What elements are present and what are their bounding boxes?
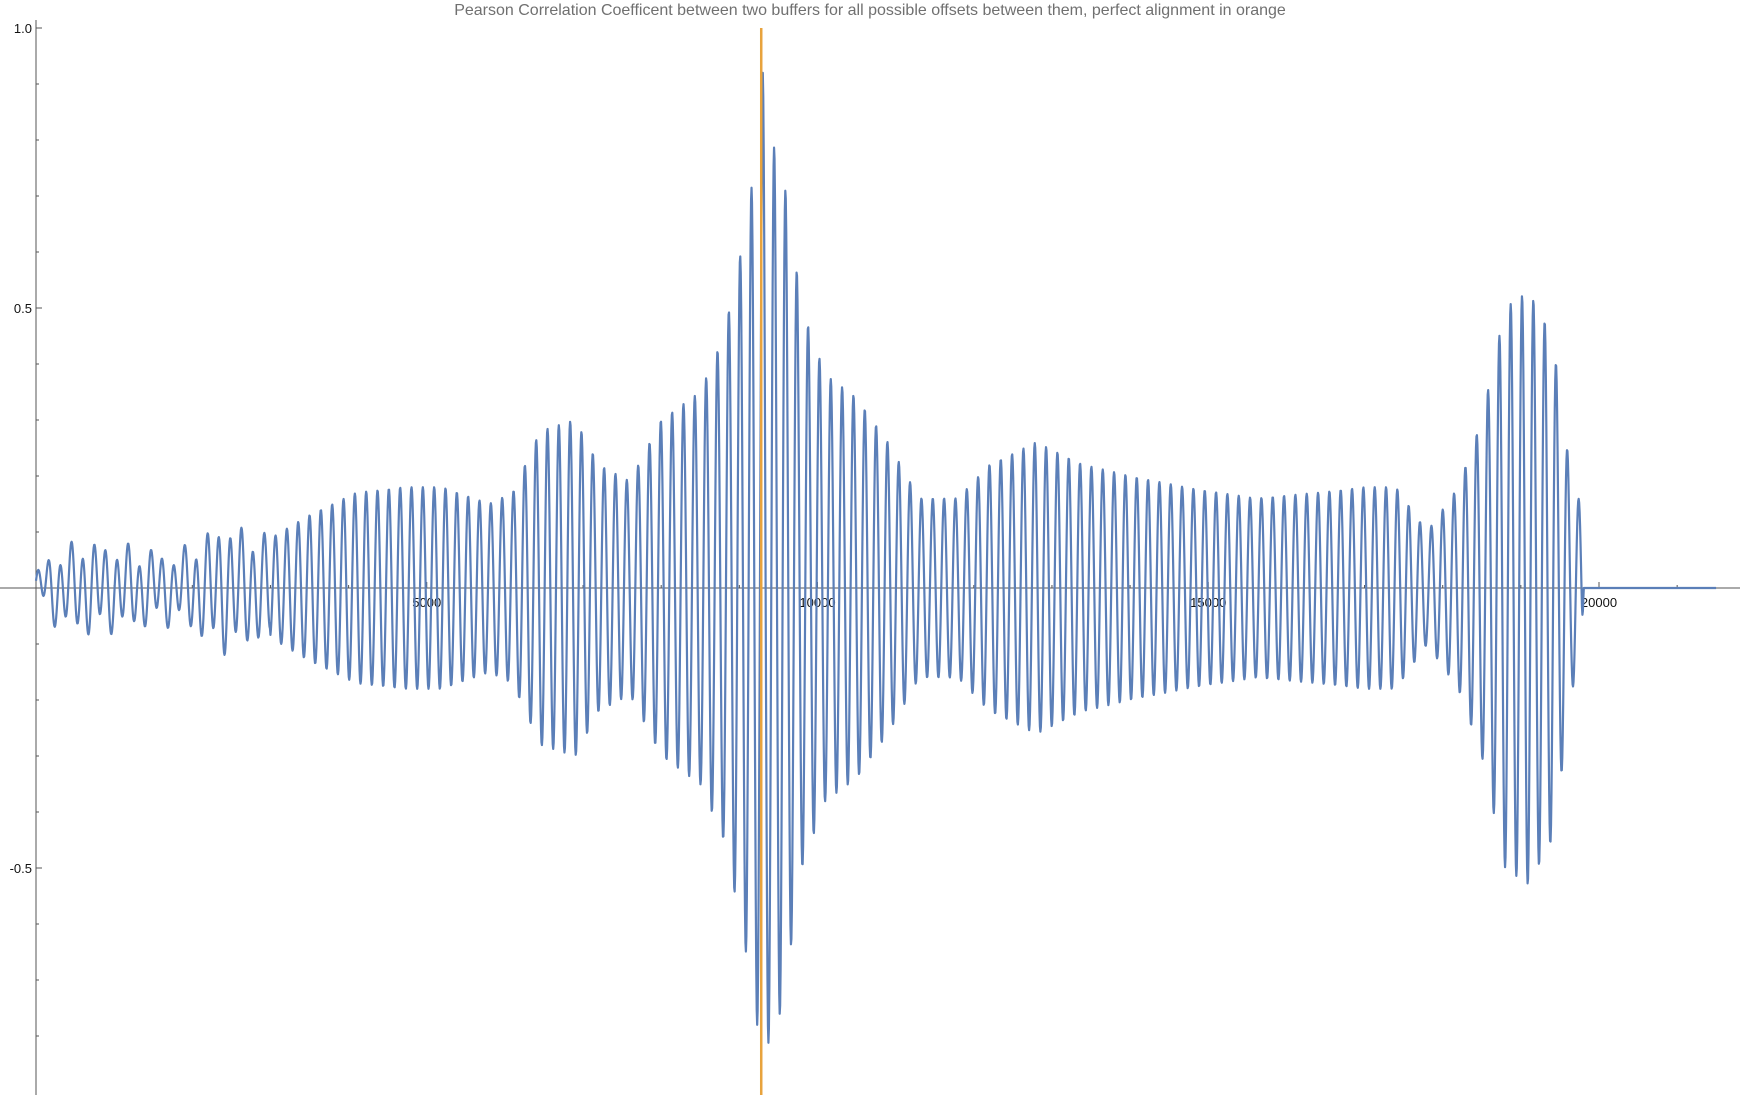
y-tick-label: 0.5 (14, 301, 32, 316)
x-tick-label: 20000 (1581, 595, 1617, 610)
y-tick-label: -0.5 (10, 861, 32, 876)
series-layer (34, 28, 1717, 1095)
correlation-series-line (34, 71, 1717, 1044)
y-tick-label: 1.0 (14, 21, 32, 36)
chart-title: Pearson Correlation Coefficent between t… (454, 2, 1286, 19)
